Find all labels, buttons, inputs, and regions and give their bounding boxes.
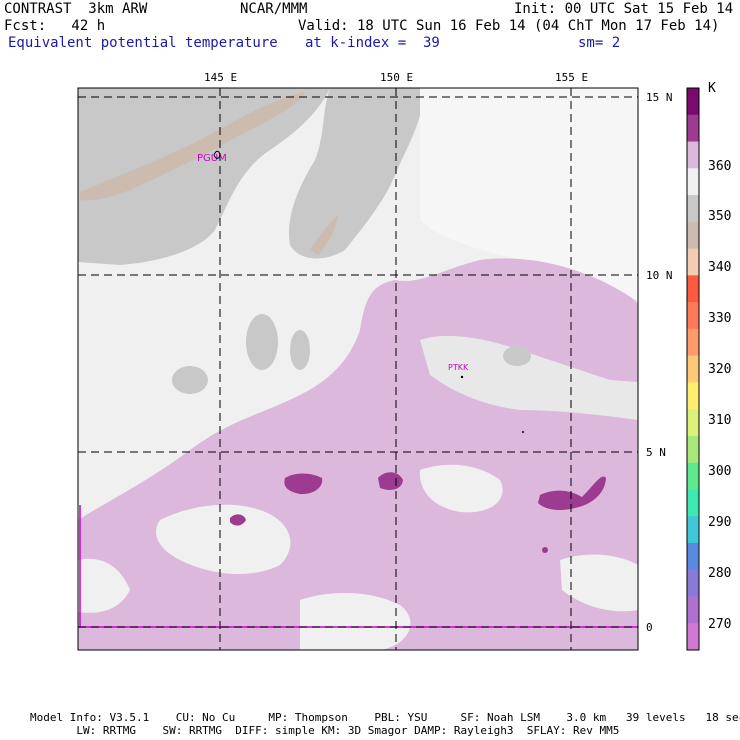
colorbar-swatch — [687, 355, 699, 383]
white-cut-6 — [560, 554, 638, 612]
colorbar-swatch — [687, 141, 699, 169]
colorbar-swatch — [687, 623, 699, 651]
colorbar-swatch — [687, 221, 699, 250]
colorbar-label-340: 340 — [708, 260, 732, 275]
level-label: at k-index = 39 — [305, 35, 440, 51]
dark-purple-spot-5 — [542, 547, 548, 553]
colorbar-swatch — [687, 489, 699, 517]
colorbar-swatch — [687, 88, 699, 116]
colorbar — [686, 87, 700, 651]
colorbar-unit: K — [708, 81, 716, 96]
white-cut-3 — [156, 504, 291, 575]
gray-region-northwest — [78, 88, 330, 265]
colorbar-swatch — [687, 596, 699, 624]
lat-label-10n: 10 N — [646, 269, 673, 282]
station-ptkk: PTKK — [448, 363, 469, 372]
dark-purple-spot-3 — [230, 514, 246, 526]
dark-purple-spot-4 — [538, 476, 606, 511]
colorbar-swatch — [687, 275, 699, 303]
lon-label-150: 150 E — [380, 71, 414, 84]
colorbar-swatch — [687, 542, 699, 571]
station-pgum: PGUM — [197, 153, 227, 164]
footer-model-info: Model Info: V3.5.1 CU: No Cu MP: Thompso… — [30, 711, 740, 724]
colorbar-swatch — [687, 569, 699, 597]
map-field: PGUM PTKK — [78, 88, 638, 650]
gray-blob-1 — [246, 314, 278, 370]
lon-label-145: 145 E — [204, 71, 238, 84]
colorbar-label-330: 330 — [708, 311, 732, 326]
model-title: CONTRAST 3km ARW — [4, 1, 148, 17]
colorbar-swatch — [687, 516, 699, 544]
tan-streak-2 — [310, 215, 338, 255]
white-cut-4 — [300, 593, 411, 650]
lat-label-0: 0 — [646, 621, 653, 634]
field-name: Equivalent potential temperature — [8, 35, 278, 51]
colorbar-swatch — [687, 168, 699, 196]
gray-blob-3 — [172, 366, 208, 394]
colorbar-label-290: 290 — [708, 515, 732, 530]
chuuk-island — [460, 375, 464, 379]
white-patch-east — [420, 88, 638, 300]
gray-cut-2 — [503, 346, 531, 366]
colorbar-swatch — [687, 462, 699, 490]
white-cut-7 — [78, 558, 130, 613]
colorbar-label-310: 310 — [708, 413, 732, 428]
map-frame — [77, 87, 639, 651]
graticule — [78, 88, 638, 650]
island-dot — [522, 431, 524, 433]
colorbar-swatch — [687, 382, 699, 410]
smoothing-label: sm= 2 — [578, 35, 621, 51]
colorbar-label-300: 300 — [708, 464, 732, 479]
colorbar-label-350: 350 — [708, 209, 732, 224]
gray-blob-2 — [290, 330, 310, 370]
white-cut-5 — [419, 464, 503, 513]
dark-purple-spot-2 — [378, 472, 403, 490]
lon-label-155: 155 E — [555, 71, 589, 84]
center-label: NCAR/MMM — [240, 1, 308, 17]
colorbar-label-320: 320 — [708, 362, 732, 377]
valid-time: Valid: 18 UTC Sun 16 Feb 14 (04 ChT Mon … — [298, 18, 720, 34]
lat-label-5n: 5 N — [646, 446, 666, 459]
colorbar-label-360: 360 — [708, 159, 732, 174]
tan-streak — [80, 92, 305, 201]
colorbar-swatch — [687, 409, 699, 437]
dark-purple-spot-1 — [284, 473, 323, 495]
colorbar-label-280: 280 — [708, 566, 732, 581]
footer-physics-info: LW: RRTMG SW: RRTMG DIFF: simple KM: 3D … — [30, 724, 620, 737]
colorbar-label-270: 270 — [708, 617, 732, 632]
colorbar-frame — [686, 87, 700, 651]
colorbar-swatch — [687, 248, 699, 276]
lat-label-15n: 15 N — [646, 91, 673, 104]
gray-region-north — [289, 88, 423, 259]
colorbar-swatch — [687, 302, 699, 330]
colorbar-swatch — [687, 435, 699, 464]
gray-cut-1 — [420, 335, 638, 420]
colorbar-swatch — [687, 195, 699, 223]
colorbar-swatch — [687, 114, 699, 143]
guam-coastline — [213, 150, 221, 159]
init-time: Init: 00 UTC Sat 15 Feb 14 — [514, 1, 734, 17]
forecast-hour: Fcst: 42 h — [4, 18, 106, 34]
colorbar-swatch — [687, 328, 699, 357]
